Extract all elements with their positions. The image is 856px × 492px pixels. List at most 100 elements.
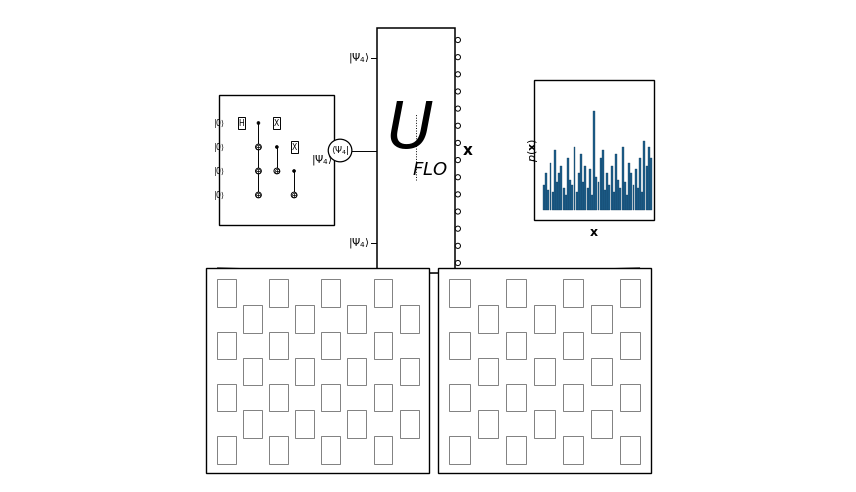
Bar [567,158,569,210]
Bar [604,190,606,210]
Bar [206,268,429,473]
Circle shape [455,123,461,128]
Bar [478,410,498,437]
Circle shape [455,37,461,43]
Text: $p(\mathbf{x})$: $p(\mathbf{x})$ [526,138,539,162]
Bar [348,358,366,385]
Bar [563,384,583,411]
Bar [565,195,567,210]
Bar [580,154,582,210]
Bar [400,410,419,437]
Text: X: X [274,119,279,127]
Bar [217,384,235,411]
Text: $|0\rangle$: $|0\rangle$ [213,188,225,202]
Bar [506,279,526,307]
Text: $|\Psi_4\rangle$: $|\Psi_4\rangle$ [348,236,370,250]
Text: $|\Psi_4\rangle$: $|\Psi_4\rangle$ [311,153,333,167]
Bar [596,177,597,210]
Circle shape [455,55,461,60]
Text: $\oplus$: $\oplus$ [290,190,298,199]
Bar [626,195,627,210]
Text: H: H [238,119,244,127]
Bar [243,358,262,385]
Bar [620,332,640,359]
Bar [348,306,366,333]
Bar [562,188,565,210]
Text: $\mathbf{x}$: $\mathbf{x}$ [589,225,599,239]
Bar [591,195,593,210]
Circle shape [293,170,295,172]
Bar [348,410,366,437]
Bar [561,166,562,210]
Bar [373,332,392,359]
Bar [571,185,574,210]
Bar [243,410,262,437]
Circle shape [455,243,461,248]
Bar [563,332,583,359]
Text: $|0\rangle$: $|0\rangle$ [213,117,225,129]
Bar [644,141,645,210]
Bar [295,358,314,385]
Bar [569,180,571,210]
Text: $\mathit{U}$: $\mathit{U}$ [386,100,434,162]
Bar [556,182,558,210]
Bar [615,154,617,210]
Text: $\oplus$: $\oplus$ [273,166,281,176]
Bar [534,410,555,437]
Bar [563,436,583,463]
Bar [534,358,555,385]
Bar [637,188,639,210]
Bar [617,180,619,210]
Circle shape [274,168,280,174]
Bar [321,384,340,411]
Bar [238,117,245,129]
Bar [377,28,455,273]
Bar [589,169,591,210]
Circle shape [256,144,261,150]
Text: $\langle\Psi_4|$: $\langle\Psi_4|$ [330,144,349,157]
Bar [373,279,392,307]
Bar [543,185,545,210]
Bar [269,384,288,411]
Bar [650,158,652,210]
Bar [586,188,589,210]
Bar [291,141,298,153]
Text: $|0\rangle$: $|0\rangle$ [213,164,225,178]
Text: $\mathit{FLO}$: $\mathit{FLO}$ [413,161,448,179]
Bar [591,358,612,385]
Bar [438,268,651,473]
Bar [551,192,554,210]
Circle shape [455,140,461,146]
Bar [610,166,613,210]
Bar [295,306,314,333]
Bar [449,436,470,463]
Bar [269,279,288,307]
Bar [613,192,615,210]
Bar [620,436,640,463]
Bar [574,147,575,210]
Text: $\oplus$: $\oplus$ [254,190,263,199]
Bar [620,188,621,210]
Bar [449,384,470,411]
Circle shape [256,168,261,174]
Bar [609,185,610,210]
Bar [400,306,419,333]
Circle shape [455,89,461,94]
Bar [550,163,551,210]
Bar [602,150,603,210]
Bar [600,158,602,210]
Bar [585,166,586,210]
Bar [217,436,235,463]
Bar [606,173,609,210]
Bar [506,436,526,463]
Bar [506,332,526,359]
Bar [645,166,647,210]
Circle shape [455,209,461,214]
Bar [593,111,595,210]
Text: $\oplus$: $\oplus$ [254,143,263,152]
Bar [506,384,526,411]
Bar [545,173,547,210]
Bar [219,95,335,225]
Bar [269,436,288,463]
Bar [321,332,340,359]
